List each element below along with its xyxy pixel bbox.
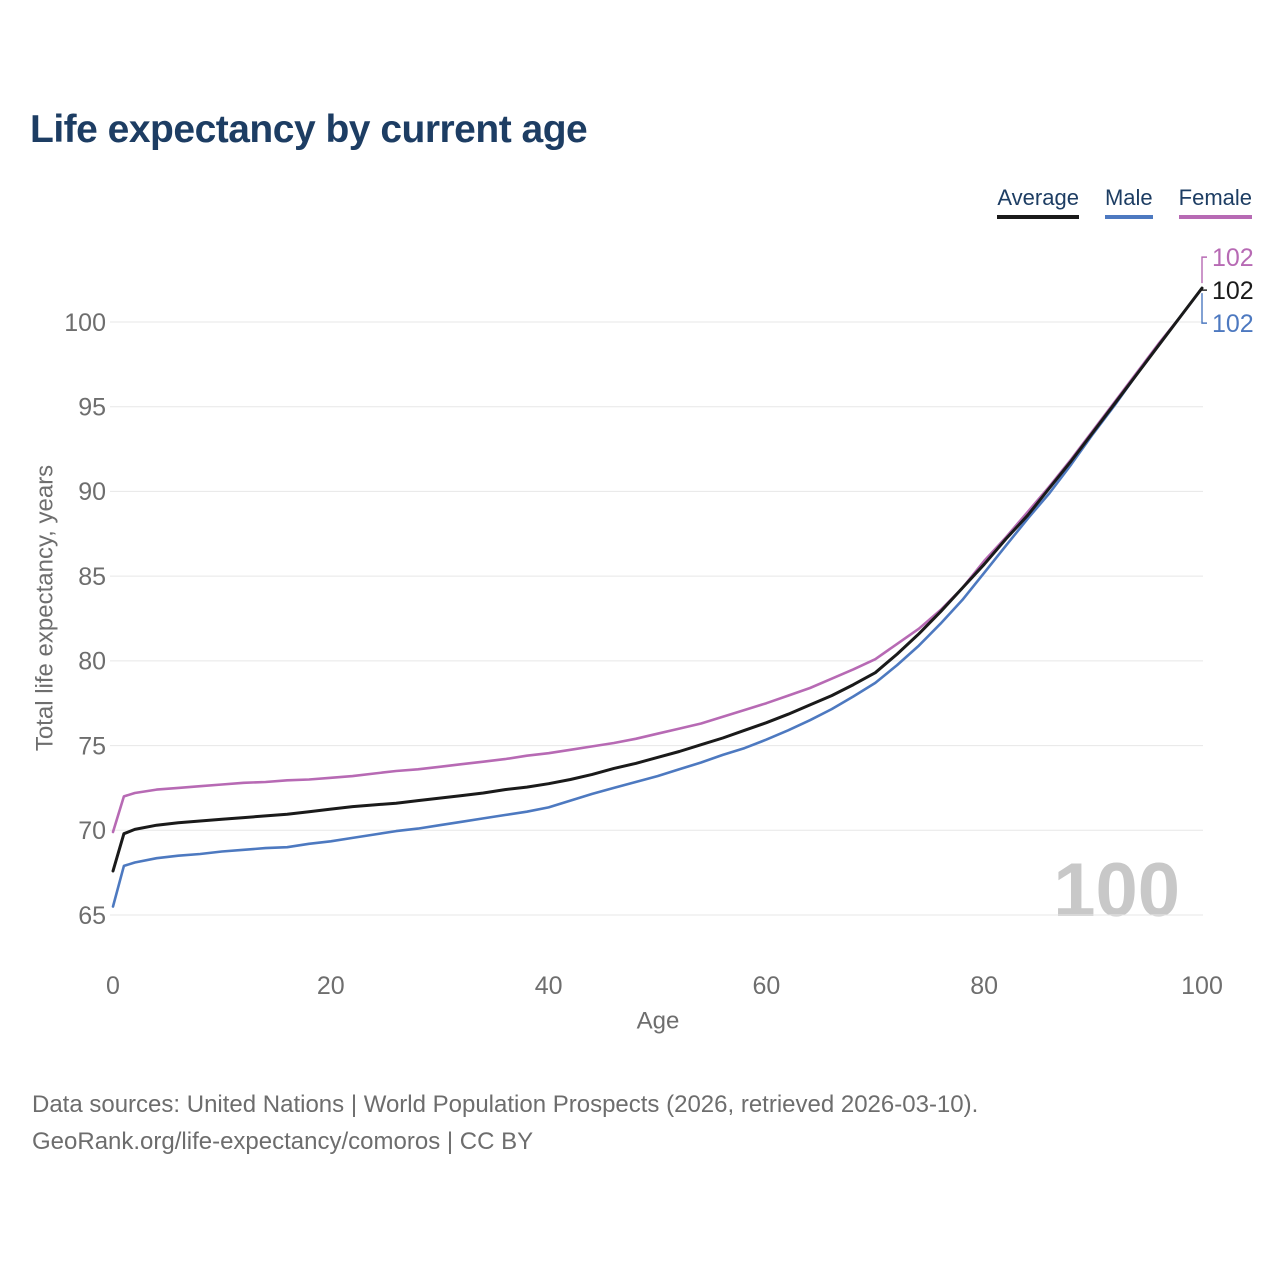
page-title: Life expectancy by current age: [30, 108, 588, 151]
y-tick-label-70: 70: [78, 817, 106, 845]
y-tick-label-95: 95: [78, 393, 106, 421]
series-line-female: [111, 286, 1204, 834]
y-tick-label-90: 90: [78, 478, 106, 506]
x-tick-label-20: 20: [317, 972, 345, 1000]
series-end-labels: 102 102 102: [1201, 244, 1254, 338]
y-tick-label-75: 75: [78, 732, 106, 760]
end-label-average: 102: [1212, 277, 1254, 305]
gridlines: [110, 321, 1203, 916]
end-label-connector-female: [1201, 256, 1207, 284]
y-tick-label-80: 80: [78, 648, 106, 676]
legend-color-swatch: [1178, 215, 1252, 219]
legend-item-male[interactable]: Male: [1104, 185, 1153, 219]
legend-label: Female: [1178, 185, 1252, 210]
legend-color-swatch: [1104, 215, 1153, 219]
y-axis-tick-labels: 65 70 75 80 85 90 95 100: [64, 309, 106, 930]
footer-attribution: Data sources: United Nations | World Pop…: [32, 1086, 978, 1160]
watermark-current-age: 100: [1053, 848, 1180, 933]
y-tick-label-100: 100: [64, 309, 106, 337]
legend-color-swatch: [997, 215, 1079, 219]
x-tick-label-80: 80: [970, 972, 998, 1000]
series-line-average: [111, 286, 1204, 873]
x-tick-label-40: 40: [535, 972, 563, 1000]
legend: Average Male Female: [997, 185, 1252, 219]
x-axis-title: Age: [637, 1007, 680, 1034]
end-label-male: 102: [1212, 310, 1254, 338]
end-label-female: 102: [1212, 244, 1254, 272]
legend-item-female[interactable]: Female: [1178, 185, 1252, 219]
x-tick-label-60: 60: [752, 972, 780, 1000]
x-tick-label-0: 0: [106, 972, 120, 1000]
series-lines: [111, 286, 1204, 908]
x-tick-label-100: 100: [1181, 972, 1223, 1000]
y-axis-title: Total life expectancy, years: [31, 465, 58, 751]
footer-link-line: GeoRank.org/life-expectancy/comoros | CC…: [32, 1128, 534, 1155]
footer-sources-line: Data sources: United Nations | World Pop…: [32, 1091, 979, 1118]
y-tick-label-85: 85: [78, 563, 106, 591]
x-axis-tick-labels: 0 20 40 60 80 100: [106, 972, 1223, 1000]
y-tick-label-65: 65: [78, 902, 106, 930]
legend-label: Male: [1104, 185, 1153, 210]
legend-item-average[interactable]: Average: [997, 185, 1079, 219]
series-line-male: [111, 286, 1204, 908]
legend-label: Average: [997, 185, 1079, 210]
end-label-connector-male: [1201, 293, 1207, 324]
